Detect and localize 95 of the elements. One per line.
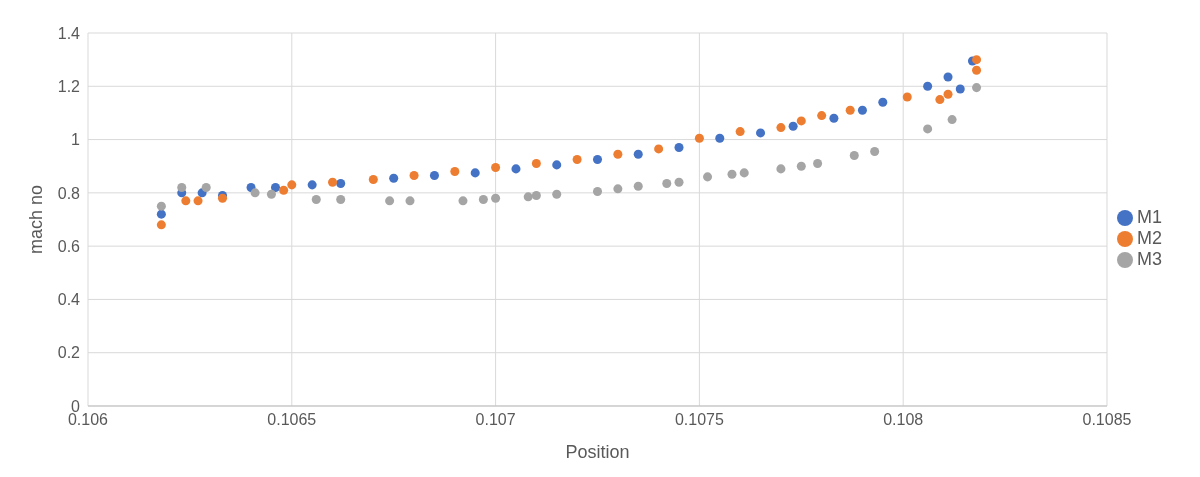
point <box>552 189 562 199</box>
point <box>829 113 839 123</box>
x-axis-title: Position <box>565 442 630 462</box>
point <box>727 169 737 179</box>
point <box>674 177 684 187</box>
point <box>491 193 501 203</box>
point <box>703 172 713 182</box>
x-tick-label: 0.107 <box>475 411 516 429</box>
point <box>336 179 346 189</box>
point <box>385 196 395 206</box>
point <box>923 81 933 91</box>
point <box>458 196 468 206</box>
point <box>654 144 664 154</box>
point <box>817 111 827 121</box>
x-tick-label: 0.1085 <box>1082 411 1132 429</box>
point <box>156 220 166 230</box>
point <box>972 83 982 93</box>
point <box>478 195 488 205</box>
y-tick-label: 0.8 <box>57 184 81 202</box>
point <box>902 92 912 102</box>
y-tick-label: 1.2 <box>57 77 81 95</box>
legend-label: M1 <box>1136 206 1162 227</box>
point <box>470 168 480 178</box>
point <box>405 196 415 206</box>
legend-label: M3 <box>1136 248 1162 269</box>
point <box>788 121 798 131</box>
point <box>849 151 859 161</box>
point <box>311 195 321 205</box>
point <box>972 65 982 75</box>
point <box>531 159 541 169</box>
point <box>870 147 880 157</box>
point <box>694 133 704 143</box>
point <box>250 188 260 198</box>
point <box>193 196 203 206</box>
y-tick-label: 1 <box>71 131 81 149</box>
x-tick-label: 0.1075 <box>674 411 724 429</box>
point <box>450 167 460 177</box>
point <box>523 192 533 202</box>
y-tick-label: 1.4 <box>57 24 81 42</box>
point <box>368 175 378 185</box>
point <box>328 177 338 187</box>
point <box>633 181 643 191</box>
x-tick-label: 0.106 <box>67 411 109 429</box>
point <box>181 196 191 206</box>
point <box>531 191 541 201</box>
point <box>947 115 957 125</box>
point <box>156 209 166 219</box>
legend-label: M2 <box>1136 227 1162 248</box>
point <box>796 161 806 171</box>
point <box>739 168 749 178</box>
point <box>287 180 297 190</box>
point <box>845 105 855 115</box>
point <box>878 97 888 107</box>
point <box>592 187 603 197</box>
point <box>776 123 786 133</box>
point <box>662 179 672 189</box>
y-tick-label: 0.4 <box>57 291 81 309</box>
point <box>491 163 501 173</box>
point <box>955 84 965 94</box>
point <box>613 149 623 159</box>
point <box>572 155 582 165</box>
point <box>279 185 289 195</box>
point <box>266 189 276 199</box>
point <box>177 183 187 193</box>
point <box>511 164 521 174</box>
x-tick-label: 0.1065 <box>267 411 317 429</box>
y-tick-label: 0.6 <box>57 237 81 255</box>
point <box>813 159 823 169</box>
point <box>735 127 745 137</box>
point <box>633 149 643 159</box>
point <box>756 128 766 138</box>
y-tick-label: 0.2 <box>57 344 81 362</box>
point <box>943 89 953 99</box>
x-tick-label: 0.108 <box>883 411 924 429</box>
point <box>715 133 725 143</box>
point <box>923 124 933 134</box>
point <box>389 173 399 183</box>
point <box>429 171 439 181</box>
point <box>336 195 346 205</box>
point <box>409 171 419 181</box>
point <box>674 143 684 153</box>
point <box>552 160 562 170</box>
point <box>943 72 953 82</box>
point <box>270 183 281 193</box>
point <box>972 55 982 65</box>
point <box>592 155 603 165</box>
point <box>796 116 806 126</box>
point <box>613 184 623 194</box>
point <box>201 183 211 193</box>
point <box>857 105 867 115</box>
point <box>776 164 786 174</box>
point <box>307 180 317 190</box>
y-axis-title: mach no <box>26 184 47 255</box>
point <box>935 95 945 105</box>
point <box>156 201 166 211</box>
